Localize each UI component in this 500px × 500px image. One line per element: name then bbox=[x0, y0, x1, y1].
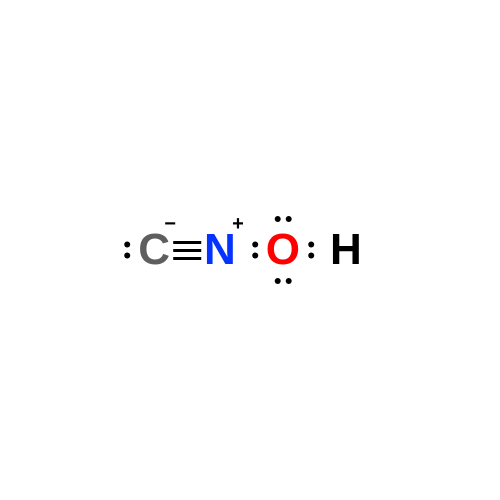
atom-nitrogen: N + bbox=[204, 228, 236, 272]
atom-symbol: H bbox=[330, 225, 362, 274]
atom-symbol: N bbox=[204, 225, 236, 274]
electron-dot bbox=[308, 242, 314, 248]
electron-dot bbox=[124, 253, 130, 259]
lone-pair-oxygen-bottom bbox=[274, 278, 291, 284]
lone-pair-oxygen-left bbox=[252, 242, 258, 259]
atom-hydrogen: H bbox=[330, 228, 362, 272]
lone-pair-carbon-left bbox=[124, 242, 130, 259]
lewis-structure: C − N + O H bbox=[138, 228, 362, 272]
bond-triple bbox=[173, 241, 201, 260]
electron-dot bbox=[274, 278, 280, 284]
charge-minus: − bbox=[164, 214, 176, 234]
charge-plus: + bbox=[232, 214, 244, 234]
lone-pair-oxygen-right bbox=[308, 242, 314, 259]
lone-pair-oxygen-top bbox=[274, 216, 291, 222]
atom-symbol: O bbox=[266, 225, 300, 274]
electron-dot bbox=[285, 216, 291, 222]
electron-dot bbox=[252, 242, 258, 248]
bond-line bbox=[173, 257, 201, 260]
electron-dot bbox=[124, 242, 130, 248]
electron-dot bbox=[252, 253, 258, 259]
electron-dot bbox=[285, 278, 291, 284]
bond-line bbox=[173, 241, 201, 244]
atom-carbon: C − bbox=[138, 228, 170, 272]
electron-dot bbox=[308, 253, 314, 259]
electron-dot bbox=[274, 216, 280, 222]
bond-line bbox=[173, 249, 201, 252]
atom-oxygen: O bbox=[266, 228, 300, 272]
